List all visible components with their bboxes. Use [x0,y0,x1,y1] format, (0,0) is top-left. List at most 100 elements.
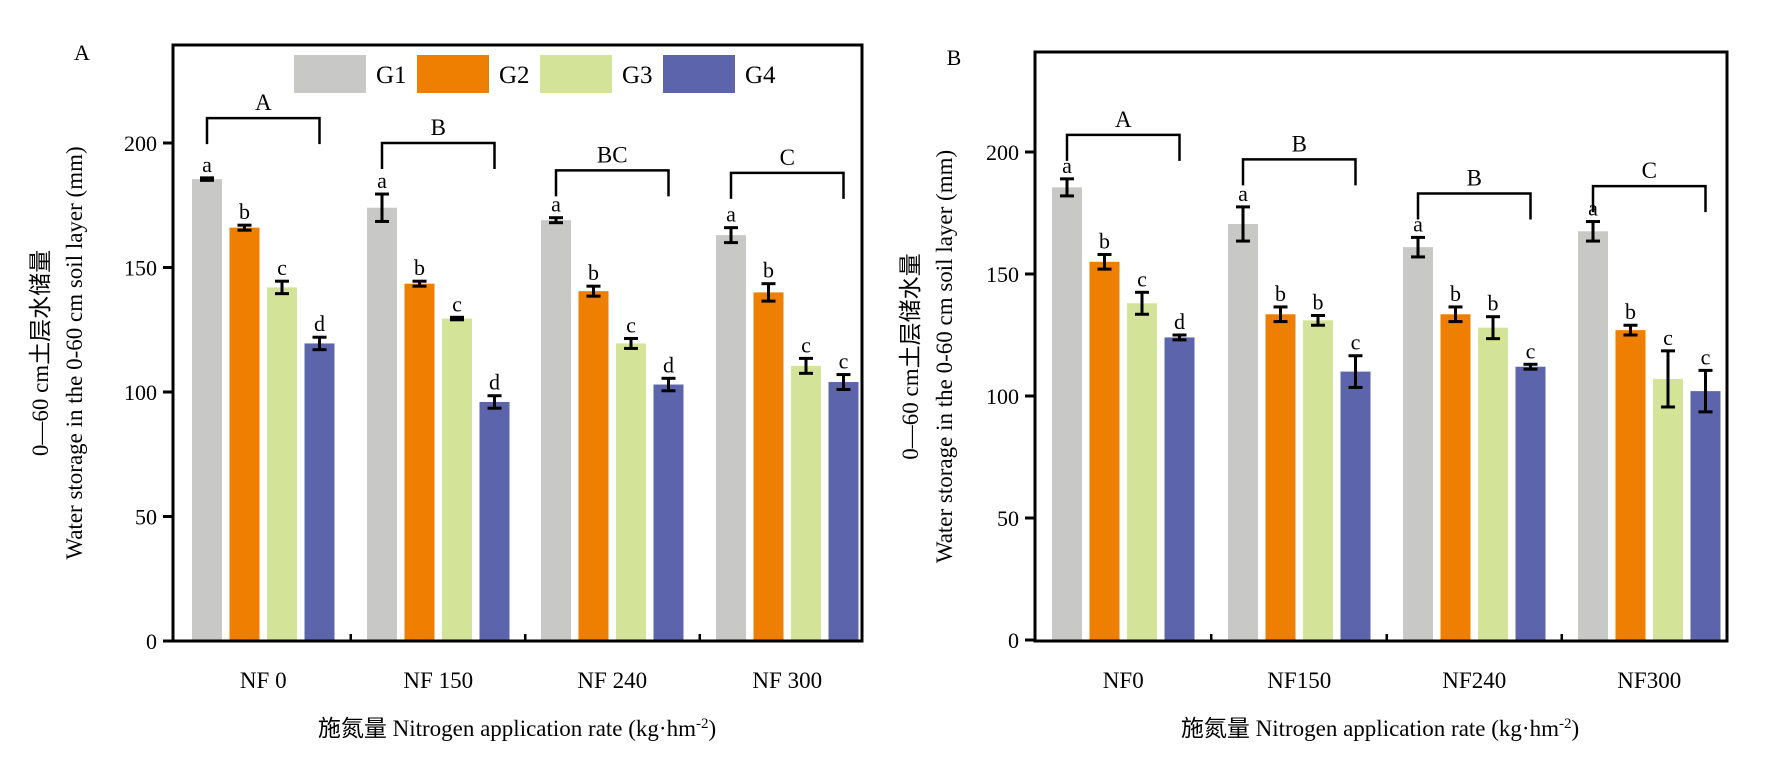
group-bracket-line [380,141,496,169]
significance-letter: b [1625,299,1636,324]
bar-g3 [442,318,472,641]
group-letter: B [1292,131,1307,156]
x-axis-label-superscript: -2 [696,716,709,732]
x-axis-label-end: ) [1571,716,1579,741]
significance-letter: d [314,311,325,336]
group-bracket [380,141,496,169]
group-bracket [554,169,670,197]
significance-letter: a [551,192,561,217]
significance-letter: a [1238,181,1248,206]
bar-g4 [304,343,335,641]
significance-letter: b [1313,289,1324,314]
significance-letter: d [1174,309,1185,334]
panel-label: B [947,45,962,70]
legend-label: G2 [499,62,530,89]
significance-letter: b [763,258,774,283]
significance-letter: c [1526,338,1536,363]
error-bar [312,335,327,352]
error-bar [1060,177,1074,198]
significance-letter: c [1137,266,1147,291]
bar-g2 [229,227,260,641]
significance-letter: c [1701,344,1711,369]
bar-g4 [1164,337,1195,640]
x-axis-label-superscript: -2 [1559,716,1572,732]
significance-letter: c [839,349,849,374]
bar-g1 [541,220,571,641]
group-bracket-line [205,116,321,145]
bar-g3 [1653,378,1683,640]
x-tick-label: NF240 [1442,668,1506,693]
bar-g3 [1127,303,1157,640]
panel-label: A [74,40,90,65]
x-tick-label: NF 240 [577,668,647,693]
plot-frame [1033,50,1729,643]
significance-letter: b [1450,281,1461,306]
y-tick-label: 0 [146,629,157,654]
x-tick-label: NF 150 [403,668,473,693]
bar-g2 [1265,314,1296,640]
significance-letter: b [1488,291,1499,316]
y-tick-label: 150 [986,262,1019,287]
bar-g3 [1478,327,1508,640]
group-letter: A [255,90,272,115]
bar-g2 [404,283,435,641]
error-bar [1273,305,1288,324]
x-tick-label: NF300 [1617,668,1681,693]
group-bracket [205,116,321,145]
bar-g1 [1403,247,1433,640]
significance-letter: a [1062,153,1072,178]
plot-frame [171,43,864,643]
error-bar [275,279,289,296]
significance-letter: c [1351,330,1361,355]
legend-swatch-g4 [663,55,735,93]
bar-g1 [192,179,222,642]
y-tick-label: 50 [135,505,157,530]
error-bar [661,376,676,393]
error-bar [1097,252,1112,271]
significance-letter: a [377,168,387,193]
x-axis-label-main: 施氮量 Nitrogen application rate (kg·hm [1181,716,1559,741]
bar-g2 [1089,261,1120,640]
y-tick-label: 0 [1008,628,1019,653]
bar-g4 [653,384,684,641]
group-letter: C [1642,158,1657,183]
error-bar [1661,349,1675,409]
significance-letter: c [626,312,636,337]
legend-swatch-g1 [294,55,366,93]
error-bar [1172,333,1187,342]
significance-letter: b [414,255,425,280]
y-tick-label: 100 [124,380,157,405]
bar-g4 [1340,371,1371,640]
group-letter: BC [597,142,628,167]
error-bar [1448,305,1463,324]
error-bar [761,282,776,303]
error-bar [237,223,252,232]
significance-letter: b [1275,281,1286,306]
chart-panel-a: Aa a a a b b b b c c c c d d d c A B BC C 0 50 100 150 200 NF 0 NF… [28,40,864,741]
group-bracket [1591,184,1707,213]
x-tick-label: NF0 [1103,668,1144,693]
group-letter: B [431,115,446,140]
y-axis-label-en: Water storage in the 0-60 cm soil layer … [62,146,87,559]
y-axis-label-cn: 0—60 cm土层储水量 [898,253,923,459]
error-bar [1623,323,1638,337]
bar-g2 [578,291,609,641]
bar-g1 [1052,187,1082,640]
significance-letter: b [588,260,599,285]
bar-g3 [1303,320,1333,640]
error-bar [487,394,502,410]
legend-swatch-g2 [417,55,489,93]
x-axis-label-main: 施氮量 Nitrogen application rate (kg·hm [318,716,696,741]
error-bar [724,226,738,245]
y-axis-label-cn: 0—60 cm土层水储量 [28,250,53,456]
bar-g4 [479,401,510,641]
y-axis-label-en: Water storage in the 0-60 cm soil layer … [932,150,957,563]
error-bar [1236,205,1250,243]
error-bar [1586,220,1600,243]
legend-label: G4 [745,62,776,89]
bar-g1 [1578,231,1608,641]
error-bar [836,373,851,392]
error-bar [624,336,638,350]
group-bracket [1416,192,1532,220]
